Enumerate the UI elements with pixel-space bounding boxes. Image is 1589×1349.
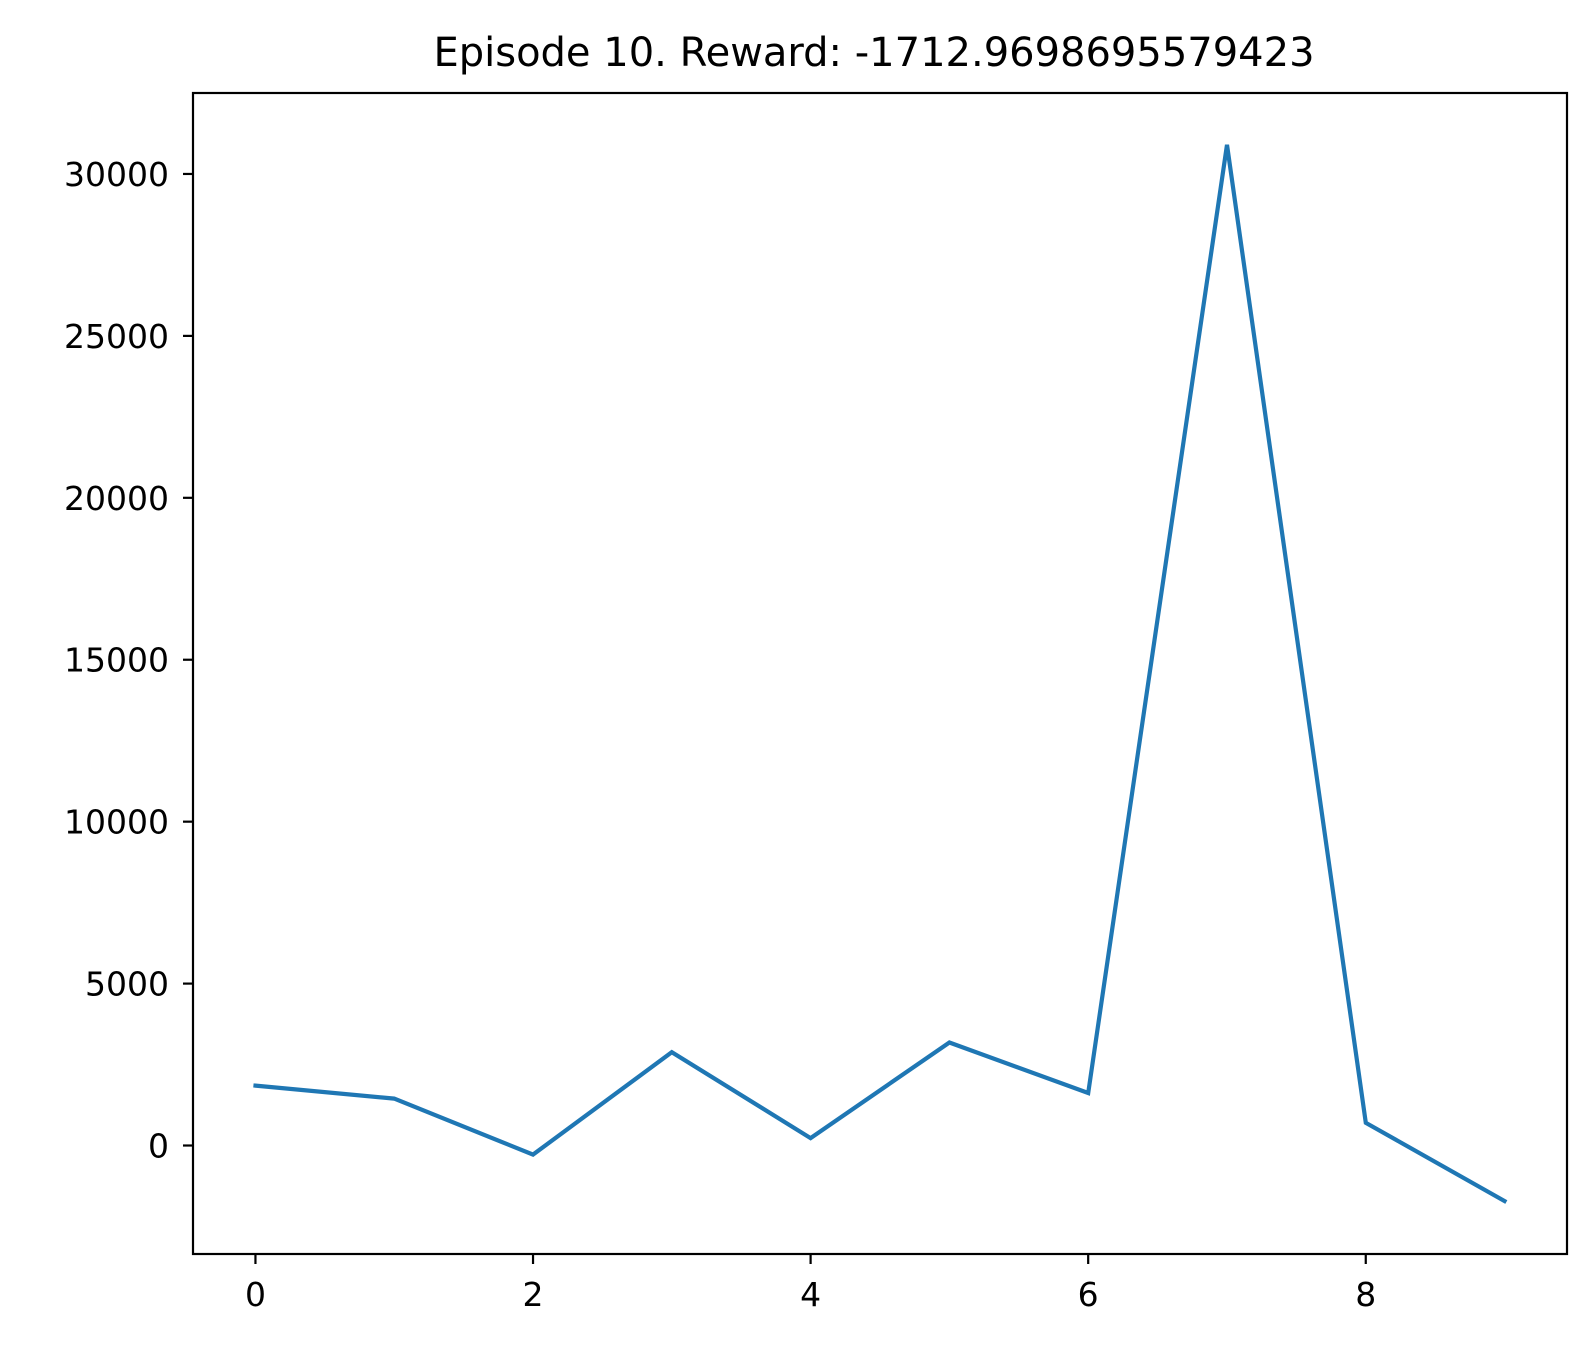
y-tick-label: 0 <box>148 1127 169 1166</box>
y-tick-label: 15000 <box>64 641 169 680</box>
series-group <box>253 144 1508 1204</box>
plot-area-frame <box>191 91 1569 1256</box>
x-tick-label: 6 <box>1078 1275 1099 1314</box>
x-tick-label: 0 <box>245 1275 266 1314</box>
y-tick-label: 20000 <box>64 479 169 518</box>
y-tick-label: 25000 <box>64 317 169 356</box>
y-axis: 0 5000 10000 15000 20000 25000 30000 <box>64 155 193 1166</box>
x-tick-label: 2 <box>523 1275 544 1314</box>
x-tick-label: 8 <box>1355 1275 1376 1314</box>
y-tick-label: 5000 <box>85 965 169 1004</box>
x-axis: 0 2 4 6 8 <box>245 1254 1376 1314</box>
x-tick-label: 4 <box>800 1275 821 1314</box>
y-tick-label: 10000 <box>64 803 169 842</box>
chart-title: Episode 10. Reward: -1712.9698695579423 <box>433 30 1314 76</box>
y-tick-label: 30000 <box>64 155 169 194</box>
series-line <box>253 144 1508 1204</box>
